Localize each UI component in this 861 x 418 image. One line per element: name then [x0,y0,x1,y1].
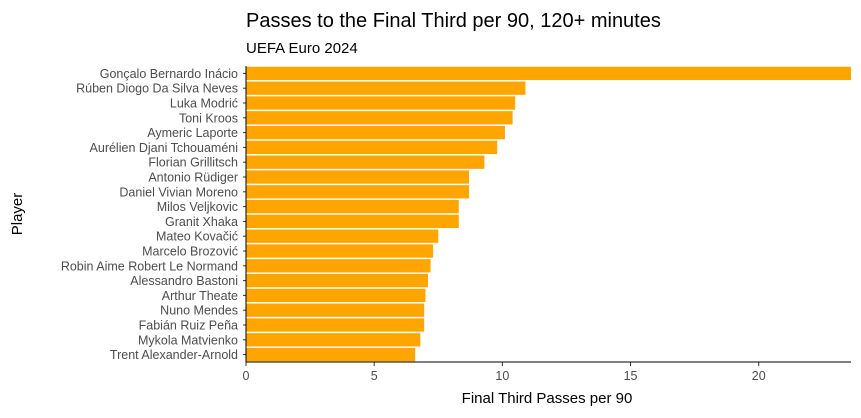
y-tick-label: Arthur Theate [162,289,238,303]
y-tick-label: Mateo Kovačić [156,230,238,244]
x-tick-label: 10 [495,369,509,383]
bars-group [246,66,851,362]
bar [246,229,439,243]
y-tick-label: Milos Veljkovic [157,200,238,214]
y-tick-label: Florian Grillitsch [148,156,238,170]
bar [246,273,429,288]
bar [246,214,459,229]
bar [246,66,851,81]
bar [246,155,485,169]
chart-subtitle: UEFA Euro 2024 [246,40,358,57]
bar [246,259,431,273]
bar [246,244,434,258]
y-tick-label: Trent Alexander-Arnold [110,348,238,362]
y-tick-label: Gonçalo Bernardo Inácio [100,67,238,81]
x-tick-label: 20 [752,369,766,383]
x-tick-labels: 0 5 10 15 20 [243,362,766,383]
y-tick-label: Aurélien Djani Tchouaméni [90,141,238,155]
y-tick-label: Nuno Mendes [160,304,238,318]
x-tick-label: 15 [624,369,638,383]
bar [246,199,459,214]
y-tick-label: Toni Kroos [179,111,238,125]
bar [246,96,516,110]
y-tick-label: Mykola Matvienko [138,333,238,347]
x-tick-label: 5 [371,369,378,383]
bar [246,347,416,362]
chart-title: Passes to the Final Third per 90, 120+ m… [246,10,661,32]
y-tick-label: Robin Aime Robert Le Normand [61,259,238,273]
bar [246,81,526,95]
y-tick-label: Granit Xhaka [165,215,238,229]
bar [246,185,470,199]
y-tick-label: Antonio Rüdiger [148,171,238,185]
y-tick-label: Aymeric Laporte [147,126,238,140]
bar [246,170,470,184]
y-tick-label: Marcelo Brozović [142,245,238,259]
y-tick-label: Fabián Ruiz Peña [139,319,238,333]
y-tick-label: Daniel Vivian Moreno [119,185,238,199]
y-tick-label: Rúben Diogo Da Silva Neves [76,82,238,96]
bar [246,140,498,155]
bar [246,303,425,317]
bar [246,318,425,332]
x-axis-title: Final Third Passes per 90 [462,390,633,407]
bar [246,288,426,303]
bar [246,333,421,347]
y-tick-label: Luka Modrić [170,97,238,111]
bar [246,111,513,125]
x-tick-label: 0 [243,369,250,383]
y-axis-title: Player [9,193,26,236]
bar [246,125,505,140]
y-tick-label: Alessandro Bastoni [130,274,238,288]
